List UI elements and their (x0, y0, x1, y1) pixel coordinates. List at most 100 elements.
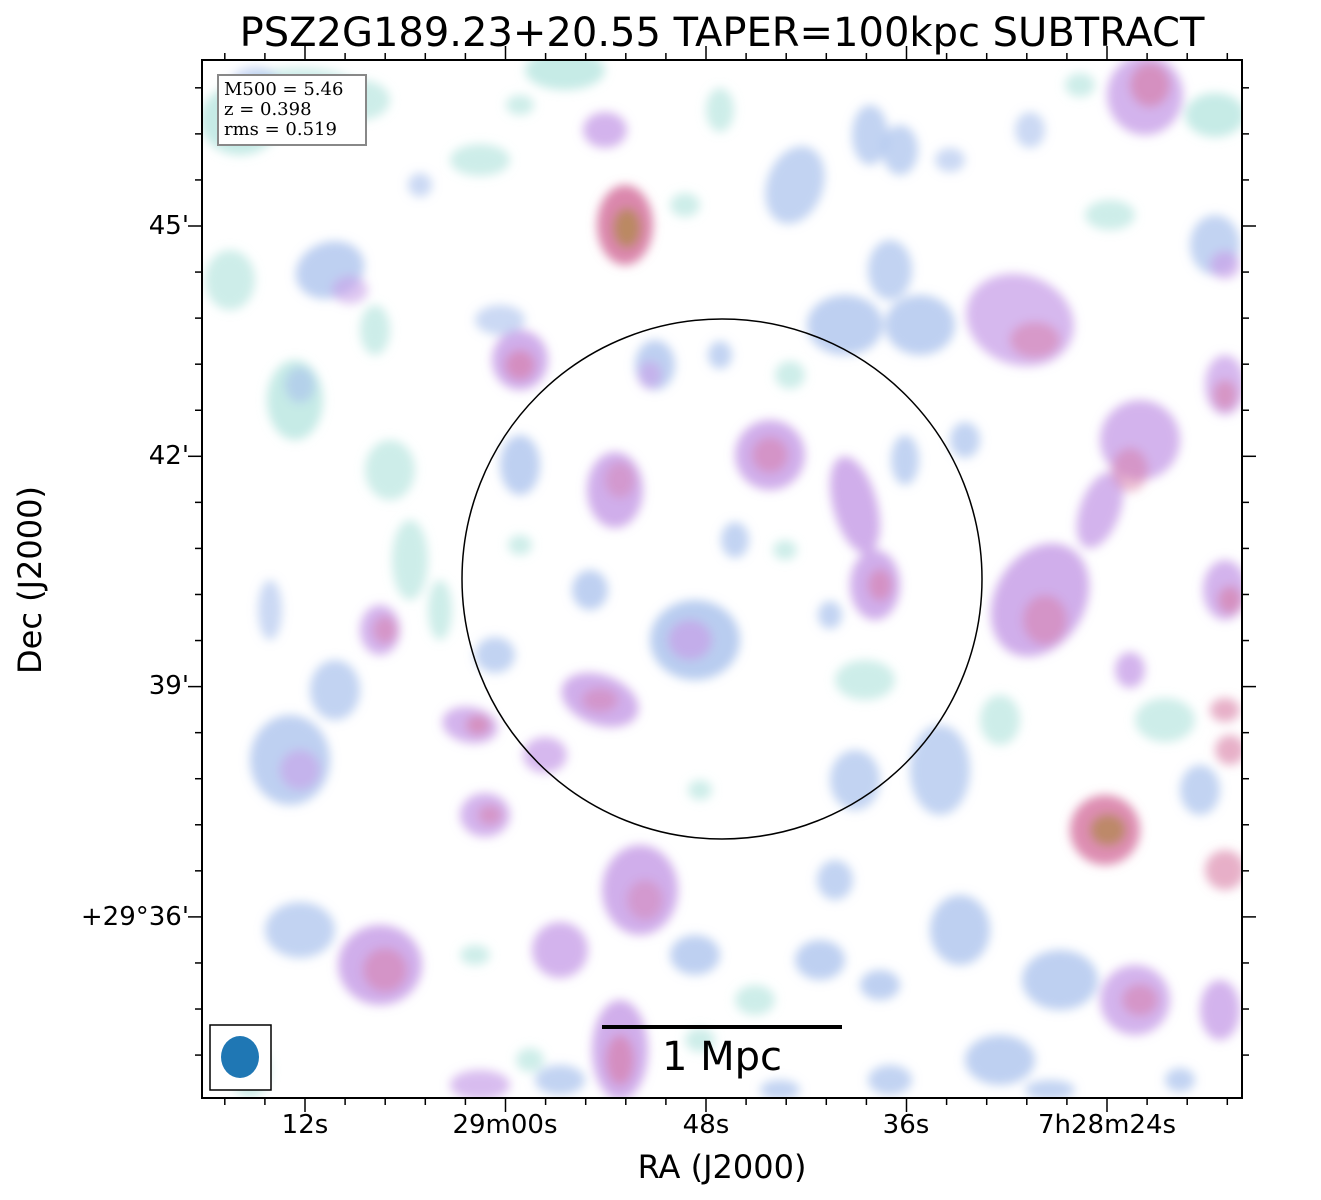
emission-blob (613, 208, 641, 248)
emission-blob (860, 970, 900, 1000)
emission-blob (818, 601, 842, 629)
xtick-label: 29m00s (452, 1110, 558, 1140)
emission-blob (765, 146, 825, 224)
emission-blob (532, 922, 588, 978)
plot-frame (201, 59, 1243, 1099)
emission-blob (852, 105, 888, 165)
emission-blob (280, 750, 320, 790)
emission-blob (882, 125, 918, 175)
emission-blob (752, 437, 788, 473)
xtick-label: 48s (682, 1110, 730, 1140)
emission-blob (775, 361, 805, 389)
emission-blob (205, 250, 255, 310)
axis-ticks (188, 46, 1256, 1112)
emission-blob (523, 737, 567, 773)
info-box: M500 = 5.46 z = 0.398 rms = 0.519 (217, 74, 367, 146)
emission-blob (365, 440, 415, 500)
emission-blob (627, 880, 663, 920)
emission-blob (1205, 850, 1242, 890)
emission-blob (638, 361, 662, 389)
emission-blob (450, 1070, 510, 1098)
xtick-label: 36s (882, 1110, 930, 1140)
emission-blob (605, 462, 635, 498)
emission-blob (460, 945, 490, 965)
emission-blob (1215, 735, 1242, 765)
emission-blob (1065, 73, 1095, 97)
emission-blob (392, 520, 428, 600)
emission-blob (373, 616, 397, 644)
emission-blob (795, 940, 845, 980)
emission-blob (1180, 765, 1220, 815)
emission-blob (760, 1080, 800, 1098)
emission-blob (583, 112, 627, 148)
emission-blob (1200, 980, 1240, 1040)
emission-blob (428, 580, 452, 640)
emission-blob (685, 1028, 715, 1052)
ytick-label: 45' (148, 211, 189, 241)
emission-blob (721, 522, 749, 558)
emission-blob (360, 305, 390, 355)
emission-blob (980, 695, 1020, 745)
emission-blob (708, 341, 732, 369)
emission-blob (505, 350, 535, 380)
emission-blob (670, 935, 720, 975)
emission-blob (868, 1065, 912, 1095)
emission-blob (310, 660, 360, 720)
emission-blob (830, 456, 880, 554)
emission-blob (930, 895, 990, 965)
emission-blob (1122, 984, 1158, 1016)
emission-blob (475, 305, 525, 335)
emission-blob (1115, 652, 1145, 688)
rms-text: rms = 0.519 (224, 119, 337, 140)
emission-blob (1015, 112, 1045, 148)
ytick-label: 39' (148, 671, 189, 701)
emission-blob (1213, 380, 1237, 410)
redshift-text: z = 0.398 (224, 99, 312, 120)
r500-circle-icon (461, 318, 983, 840)
emission-blob (835, 660, 895, 700)
emission-blob (868, 569, 892, 601)
xtick-label: 12s (281, 1110, 329, 1140)
emission-blobs (202, 60, 1242, 1098)
emission-blob (1165, 1068, 1195, 1092)
emission-blob (735, 985, 775, 1015)
emission-blob (1210, 698, 1240, 722)
ytick-label: 42' (148, 441, 189, 471)
xtick-label: 7h28m24s (1037, 1110, 1177, 1140)
emission-blob (1076, 471, 1124, 549)
emission-blob (910, 725, 970, 815)
emission-blob (830, 750, 880, 810)
emission-blob (950, 422, 980, 458)
emission-blob (1010, 322, 1060, 358)
plot-title: PSZ2G189.23+20.55 TAPER=100kpc SUBTRACT (239, 10, 1205, 56)
emission-blob (891, 435, 919, 485)
emission-blob (516, 1048, 544, 1072)
emission-blob (1025, 1080, 1075, 1098)
emission-blob (1185, 93, 1242, 137)
emission-blob (1218, 586, 1242, 614)
emission-blob (450, 144, 510, 176)
emission-blob (1023, 595, 1067, 645)
emission-blob (773, 540, 797, 560)
emission-blob (475, 637, 515, 673)
emission-blob (1022, 950, 1098, 1010)
emission-blob (582, 688, 618, 712)
emission-blob (670, 193, 700, 217)
emission-blob (466, 715, 490, 735)
emission-blob (1130, 63, 1170, 107)
emission-blob (606, 1035, 634, 1085)
emission-blob (706, 88, 734, 132)
emission-blob (508, 535, 532, 555)
emission-blob (668, 620, 712, 660)
x-axis-label: RA (J2000) (637, 1148, 807, 1186)
m500-text: M500 = 5.46 (224, 79, 344, 100)
emission-blob (258, 580, 282, 640)
emission-blob (885, 295, 955, 355)
emission-blob (1090, 814, 1126, 846)
emission-blob (935, 148, 965, 172)
emission-blob (1085, 200, 1135, 230)
emission-blob (535, 1065, 585, 1095)
emission-blob (363, 948, 407, 992)
